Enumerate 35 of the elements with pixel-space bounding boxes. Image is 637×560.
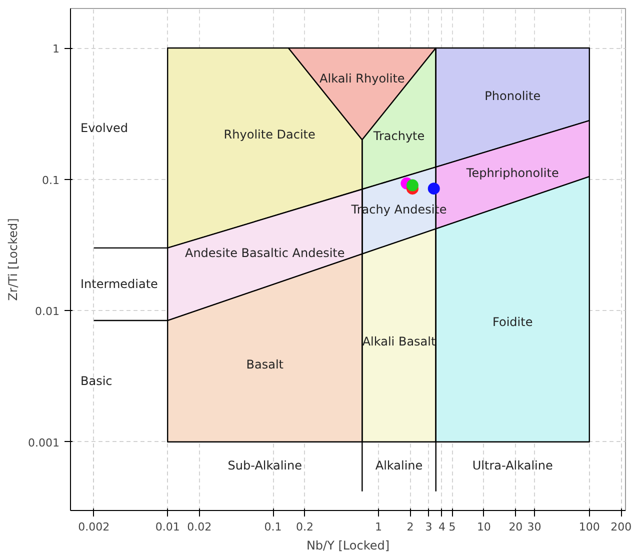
series-label: Tephriphonolite — [465, 166, 559, 180]
x-tick-label: 5 — [448, 520, 456, 534]
y-tick-label: 0.1 — [42, 174, 60, 187]
y-axis-title: Zr/Ti [Locked] — [6, 218, 20, 301]
x-axis-title: Nb/Y [Locked] — [306, 538, 390, 552]
x-tick-label: 30 — [527, 520, 542, 534]
series-label: Andesite Basaltic Andesite — [184, 246, 345, 260]
x-tick-label: 0.02 — [187, 520, 212, 534]
y-tick-label: 0.001 — [28, 436, 60, 450]
x-tick-label: 20 — [508, 520, 523, 534]
series-label: Alkali Rhyolite — [320, 72, 405, 86]
band-label: Evolved — [80, 121, 128, 136]
series-label: Foidite — [492, 315, 533, 330]
series-label: Trachyte — [372, 129, 425, 144]
x-tick-label: 0.01 — [155, 520, 180, 534]
x-tick-label: 2 — [406, 520, 414, 534]
band-label: Basic — [80, 374, 112, 388]
x-tick-label: 4 — [438, 520, 446, 534]
y-tick-label: 0.01 — [35, 305, 60, 318]
x-tick-label: 10 — [476, 520, 491, 534]
y-tick-label: 1 — [52, 42, 60, 56]
band-label: Intermediate — [80, 277, 158, 292]
x-tick-label: 200 — [610, 520, 632, 534]
x-tick-label: 3 — [425, 520, 432, 534]
x-tick-label: 0.002 — [78, 520, 110, 534]
x-tick-label: 100 — [578, 520, 600, 534]
band-label: Alkaline — [375, 458, 423, 472]
x-tick-label: 0.2 — [296, 520, 314, 534]
series-label: Rhyolite Dacite — [224, 128, 316, 142]
band-label: Sub-Alkaline — [228, 458, 302, 472]
band-label: Ultra-Alkaline — [472, 458, 553, 472]
series-label: Phonolite — [484, 88, 541, 103]
x-tick-label: 0.1 — [264, 520, 282, 534]
x-tick-label: 1 — [374, 520, 382, 534]
series-label: Basalt — [246, 358, 284, 372]
